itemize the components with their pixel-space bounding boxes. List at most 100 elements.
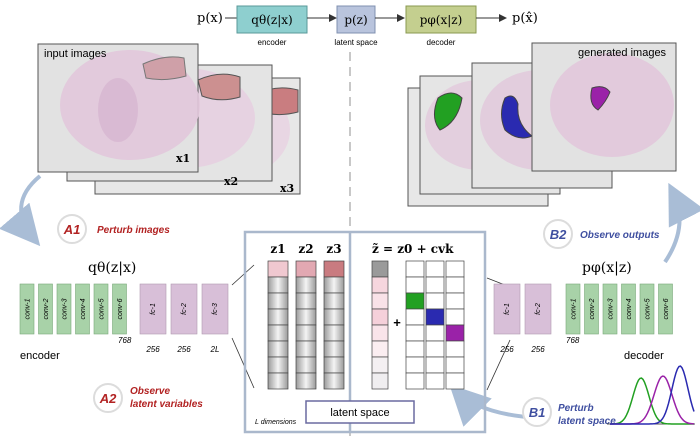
latent-cell — [323, 308, 345, 326]
encoder-fc-dim: 2L — [210, 345, 220, 354]
step-b2: B2 Observe outputs — [543, 219, 660, 249]
green-gaussian — [609, 377, 694, 425]
zoom-line — [231, 264, 255, 286]
encoder-conv-label: conv-6 — [117, 298, 124, 319]
encoder-fc-layer — [201, 283, 229, 335]
encoder-conv-layer — [19, 283, 35, 335]
encoder-conv-layer — [93, 283, 109, 335]
plus-sign: + — [393, 315, 401, 330]
direction-cell — [445, 308, 465, 326]
latent-cell — [295, 372, 317, 390]
x1-label: x1 — [176, 152, 190, 165]
badge-b2: B2 — [550, 227, 567, 242]
z0-cell — [371, 292, 389, 310]
encoder-fc-layer — [170, 283, 198, 335]
purple-region — [590, 86, 611, 111]
latent-cell — [267, 324, 289, 342]
latent-cell — [267, 292, 289, 310]
input-images: input images x1 x2 x3 — [37, 43, 301, 195]
encoder-formula: qθ(z|x) — [251, 13, 292, 27]
direction-cell — [405, 260, 425, 278]
generated-images: generated images — [407, 42, 677, 207]
latent-space-box — [305, 400, 415, 424]
latent-cell — [295, 308, 317, 326]
latent-cell — [295, 292, 317, 310]
encoder-fc-dim: 256 — [176, 345, 191, 354]
z0-cell — [371, 260, 389, 278]
encoder-conv-layer — [56, 283, 72, 335]
brain-slice — [98, 78, 138, 142]
encoder-fc-label: fc-3 — [212, 303, 219, 315]
latent-cell — [323, 276, 345, 294]
direction-cell — [445, 340, 465, 358]
arrow-a1 — [0, 174, 42, 247]
step-b2-text: Observe outputs — [580, 230, 660, 241]
latent-cell — [323, 324, 345, 342]
encoder-caption: encoder — [258, 38, 287, 47]
encoder-network: qθ(z|x) conv-1 conv-2 conv-3 conv-4 conv-5 co… — [19, 260, 255, 389]
direction-cell — [445, 372, 465, 390]
decoder-name: decoder — [624, 350, 664, 362]
z0-cell — [371, 372, 389, 390]
latent-cell — [267, 340, 289, 358]
badge-circle — [543, 219, 573, 249]
badge-circle — [57, 214, 87, 244]
encoder-fc-layers: fc-1 256 fc-2 256 fc-3 2L — [139, 283, 229, 354]
latent-box — [336, 5, 376, 34]
direction-cell — [445, 292, 465, 310]
direction-cell — [405, 340, 425, 358]
direction-cell — [405, 292, 425, 310]
encoder-name: encoder — [20, 350, 60, 362]
output-label: p(x̂) — [512, 11, 538, 26]
badge-a2: A2 — [99, 391, 117, 406]
latent-panel: z1 z2 z3 z̃ = z0 + cvk + L dimensions la… — [243, 230, 487, 434]
encoder-fc-layer — [139, 283, 167, 335]
step-a2-line2: latent variables — [130, 399, 203, 410]
decoder-fc-dim: 256 — [499, 345, 514, 354]
decoder-title: pφ(x|z) — [582, 260, 632, 276]
latent-caption: latent space — [334, 38, 378, 47]
decoder-fc-layer — [524, 283, 552, 335]
direction-cell — [425, 372, 445, 390]
encoder-box — [236, 5, 308, 34]
encoder-conv-dim: 768 — [118, 336, 132, 345]
encoder-fc-label: fc-2 — [181, 303, 188, 315]
step-b1: B1 Perturb latent space — [522, 397, 616, 427]
decoder-conv-layer — [602, 283, 618, 335]
latent-cell — [267, 356, 289, 374]
badge-circle — [522, 397, 552, 427]
direction-cell — [405, 356, 425, 374]
direction-cell — [425, 324, 445, 342]
decoder-conv-layers: conv-1 conv-2 conv-3 conv-4 conv-5 conv-6 — [565, 283, 673, 335]
x2-label: x2 — [224, 175, 238, 188]
z0-cell — [371, 324, 389, 342]
decoder-conv-label: conv-4 — [626, 298, 633, 319]
latent-cell — [323, 372, 345, 390]
direction-cell — [445, 260, 465, 278]
decoder-conv-layer — [621, 283, 636, 335]
decoder-fc-layers: fc-1 256 fc-2 256 — [493, 283, 552, 354]
direction-cell — [425, 260, 445, 278]
perturb-region — [197, 73, 241, 101]
latent-cell — [295, 340, 317, 358]
decoder-conv-label: conv-6 — [663, 298, 670, 319]
direction-cell — [425, 276, 445, 294]
encoder-fc-label: fc-1 — [150, 303, 157, 315]
decoder-caption: decoder — [427, 38, 456, 47]
decoder-conv-label: conv-5 — [645, 298, 652, 319]
step-a1-text: Perturb images — [97, 225, 170, 236]
latent-formula: p(z) — [344, 13, 367, 27]
direction-cell — [425, 308, 445, 326]
encoder-conv-label: conv-5 — [99, 298, 106, 319]
encoder-fc-dim: 256 — [145, 345, 160, 354]
z3-label: z3 — [326, 242, 341, 256]
encoder-conv-label: conv-3 — [62, 298, 69, 319]
direction-cell — [425, 356, 445, 374]
step-a2-line1: Observe — [130, 386, 170, 397]
px-label: p(x) — [197, 11, 223, 26]
perturb-formula: z̃ = z0 + cvk — [372, 242, 454, 256]
encoder-conv-layer — [112, 283, 127, 335]
encoder-conv-layer — [38, 283, 53, 335]
decoder-conv-label: conv-2 — [589, 298, 596, 319]
